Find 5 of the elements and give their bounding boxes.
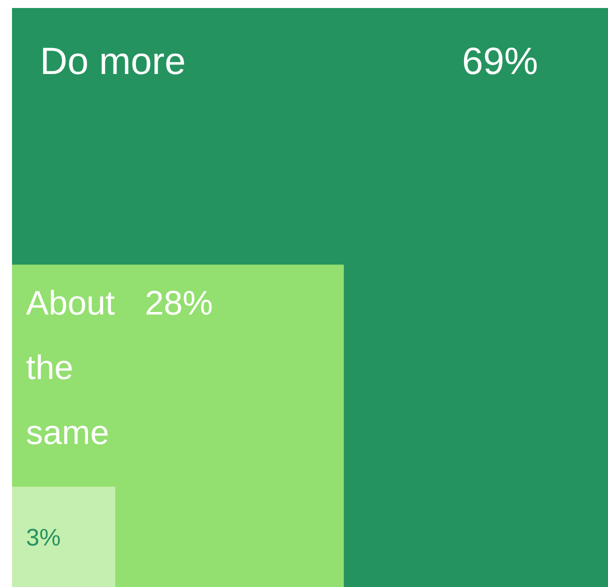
category-label: About the same	[26, 284, 116, 452]
category-label: Do more	[40, 41, 186, 83]
data-label: 69%	[462, 41, 538, 83]
data-label: 3%	[26, 524, 61, 552]
data-label: 28%	[144, 284, 213, 323]
